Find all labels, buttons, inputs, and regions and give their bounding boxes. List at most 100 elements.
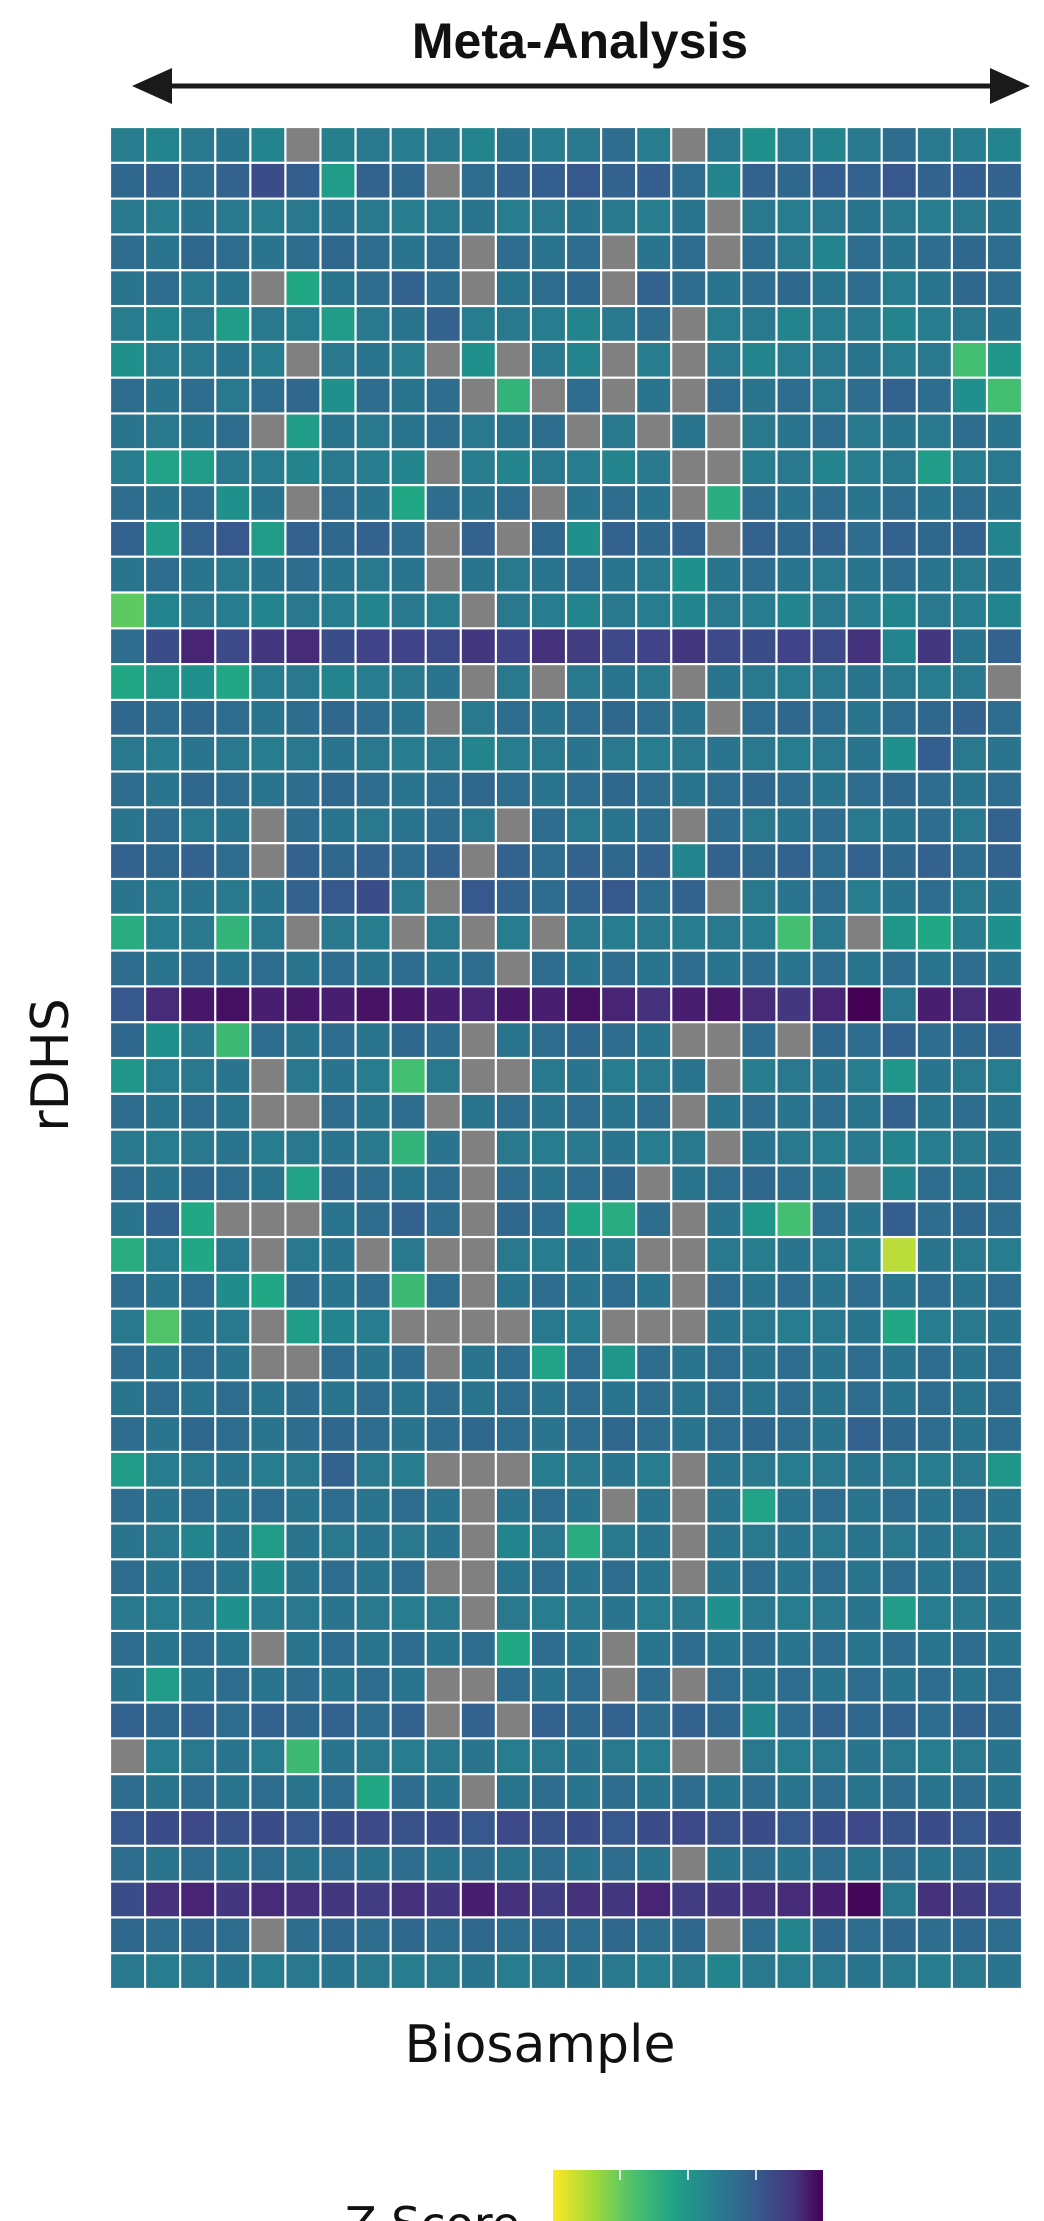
heatmap-cell — [426, 844, 460, 878]
heatmap-cell — [777, 1417, 811, 1451]
heatmap-cell-missing — [602, 1309, 636, 1344]
heatmap-cell-missing — [672, 1273, 706, 1308]
heatmap-cell — [952, 1059, 986, 1093]
heatmap-cell — [216, 1488, 250, 1523]
heatmap-cell — [777, 1739, 811, 1774]
heatmap-cell — [286, 1667, 320, 1702]
heatmap-cell — [321, 557, 355, 592]
heatmap-cell — [391, 1345, 425, 1380]
heatmap-cell — [988, 772, 1021, 807]
heatmap-cell — [496, 557, 530, 592]
heatmap-cell — [917, 1309, 951, 1344]
heatmap-cell — [251, 1882, 285, 1917]
heatmap-cell — [882, 271, 916, 305]
heatmap-cell — [847, 163, 881, 198]
heatmap-cell — [181, 629, 215, 664]
heatmap-cell-missing — [461, 1560, 495, 1595]
heatmap-cell — [777, 915, 811, 950]
heatmap-cell — [602, 593, 636, 628]
heatmap-cell — [181, 808, 215, 843]
heatmap-cell — [216, 915, 250, 950]
heatmap-cell — [637, 1452, 671, 1487]
heatmap-cell — [847, 271, 881, 305]
heatmap-cell — [181, 128, 215, 162]
heatmap-cell — [812, 1882, 846, 1917]
x-axis-label: Biosample — [405, 2015, 676, 2075]
heatmap-cell — [812, 1345, 846, 1380]
heatmap-cell — [988, 1846, 1021, 1881]
heatmap-cell-missing — [286, 1094, 320, 1129]
heatmap-cell — [567, 1381, 600, 1415]
heatmap-cell — [742, 736, 776, 771]
chart-title: Meta-Analysis — [412, 13, 748, 69]
heatmap-cell — [812, 378, 846, 413]
heatmap-cell — [181, 521, 215, 556]
heatmap-cell — [707, 378, 741, 413]
heatmap-cell — [321, 987, 355, 1022]
heatmap-cell — [707, 1811, 741, 1845]
heatmap-cell — [812, 235, 846, 270]
heatmap-cell — [496, 199, 530, 234]
heatmap-cell — [391, 163, 425, 198]
heatmap-cell — [952, 736, 986, 771]
heatmap-cell — [917, 450, 951, 484]
heatmap-cell — [532, 1560, 565, 1595]
heatmap-cell — [812, 915, 846, 950]
heatmap-cell — [321, 844, 355, 878]
heatmap-cell — [426, 1739, 460, 1774]
heatmap-cell — [532, 880, 565, 914]
heatmap-cell — [251, 199, 285, 234]
heatmap-cell — [251, 1954, 285, 1988]
heatmap-cell — [391, 1417, 425, 1451]
heatmap-cell-missing — [461, 1309, 495, 1344]
heatmap-cell — [742, 951, 776, 986]
heatmap-cell — [496, 629, 530, 664]
heatmap-cell — [777, 1667, 811, 1702]
heatmap-cell — [988, 1202, 1021, 1236]
heatmap-cell — [111, 1954, 144, 1988]
heatmap-cell-missing — [461, 1238, 495, 1272]
heatmap-cell — [181, 414, 215, 449]
heatmap-cell — [602, 1166, 636, 1201]
heatmap-cell — [812, 987, 846, 1022]
heatmap-cell — [742, 414, 776, 449]
heatmap-cell — [146, 1059, 180, 1093]
heatmap-cell — [917, 1775, 951, 1809]
heatmap-cell-missing — [461, 1166, 495, 1201]
heatmap-cell-missing — [461, 1596, 495, 1630]
heatmap-cell-missing — [672, 1023, 706, 1057]
heatmap-cell — [812, 1703, 846, 1738]
heatmap-cell — [917, 271, 951, 305]
heatmap-cell — [286, 1846, 320, 1881]
heatmap-cell — [391, 1846, 425, 1881]
heatmap-cell — [567, 307, 600, 341]
heatmap-cell — [181, 1238, 215, 1272]
heatmap-cell — [216, 593, 250, 628]
heatmap-cell — [356, 1882, 390, 1917]
heatmap-cell — [461, 1739, 495, 1774]
heatmap-cell — [952, 271, 986, 305]
heatmap-cell — [356, 1094, 390, 1129]
heatmap-cell — [637, 1130, 671, 1165]
heatmap-cell — [952, 1202, 986, 1236]
heatmap-cell — [146, 128, 180, 162]
heatmap-cell — [391, 665, 425, 699]
heatmap-cell — [602, 987, 636, 1022]
heatmap-cell — [847, 1345, 881, 1380]
heatmap-cell — [286, 1524, 320, 1559]
heatmap-cell — [181, 1273, 215, 1308]
heatmap-cell — [882, 772, 916, 807]
heatmap-cell — [532, 593, 565, 628]
heatmap-cell — [181, 450, 215, 484]
heatmap-cell — [461, 629, 495, 664]
heatmap-cell — [146, 1130, 180, 1165]
heatmap-cell — [146, 1739, 180, 1774]
heatmap-cell — [812, 521, 846, 556]
heatmap-cell — [146, 701, 180, 735]
heatmap-cell — [742, 1703, 776, 1738]
heatmap-cell — [847, 1596, 881, 1630]
heatmap-cell — [321, 414, 355, 449]
heatmap-cell — [917, 1811, 951, 1845]
heatmap-cell — [707, 271, 741, 305]
heatmap-cell — [952, 1452, 986, 1487]
